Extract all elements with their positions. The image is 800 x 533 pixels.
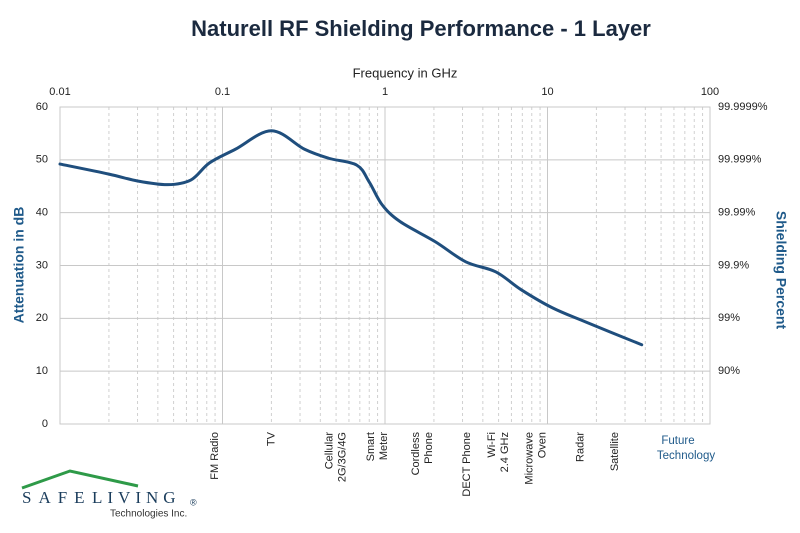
future-label: Technology (657, 450, 715, 462)
line (58, 129, 644, 347)
application-label: FM Radio (209, 432, 221, 480)
logo-living: LIVING (92, 488, 181, 507)
application-label: Cellular (323, 432, 335, 470)
application-label: Meter (378, 432, 390, 460)
application-label: 2G/3G/4G (336, 432, 348, 482)
x-tick-label: 1 (382, 86, 388, 98)
y2-tick-label: 99.9999% (718, 101, 768, 113)
future-label: Future (661, 435, 694, 447)
y-tick-label: 20 (36, 312, 48, 324)
logo: SAFE LIVING ® Technologies Inc. (21, 469, 197, 520)
y-tick-label: 40 (36, 207, 48, 219)
y-axis-title: Attenuation in dB (11, 207, 27, 324)
application-label: Satellite (609, 432, 621, 471)
y2-tick-label: 99.999% (718, 154, 762, 166)
y-tick-label: 10 (36, 365, 48, 377)
logo-safe: SAFE (22, 488, 92, 507)
x-axis-title: Frequency in GHz (353, 65, 458, 80)
x-tick-label: 0.01 (49, 86, 70, 98)
x-tick-label: 0.1 (215, 86, 230, 98)
chart-title: Naturell RF Shielding Performance - 1 La… (191, 16, 651, 41)
application-label: Smart (365, 432, 377, 461)
application-label: Phone (423, 432, 435, 464)
logo-roof (21, 469, 139, 490)
y-tick-label: 50 (36, 154, 48, 166)
application-label: Wi-Fi (486, 432, 498, 458)
y2-tick-label: 90% (718, 365, 740, 377)
x-tick-label: 100 (701, 86, 719, 98)
logo-mark: ® (190, 497, 197, 507)
application-label: 2.4 GHz (499, 432, 511, 472)
y2-tick-label: 99.9% (718, 259, 749, 271)
application-label: Radar (575, 432, 587, 462)
application-label: Oven (536, 432, 548, 458)
y2-axis-title: Shielding Percent (773, 211, 789, 330)
application-label: DECT Phone (461, 432, 473, 497)
y-tick-label: 0 (42, 418, 48, 430)
x-tick-label: 10 (541, 86, 553, 98)
y2-tick-label: 99% (718, 312, 740, 324)
y-tick-label: 30 (36, 259, 48, 271)
y2-tick-label: 99.99% (718, 207, 756, 219)
application-label: Microwave (523, 432, 535, 485)
application-label: TV (265, 431, 277, 446)
y-tick-label: 60 (36, 101, 48, 113)
logo-subtitle: Technologies Inc. (110, 509, 187, 520)
application-label: Cordless (410, 432, 422, 476)
